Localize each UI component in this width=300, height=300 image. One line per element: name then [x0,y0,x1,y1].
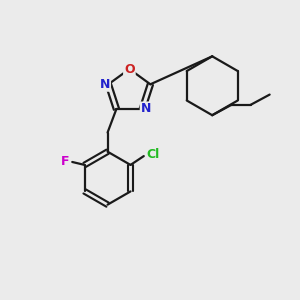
Text: N: N [141,103,151,116]
Text: F: F [61,155,69,169]
Text: O: O [124,62,135,76]
Text: Cl: Cl [146,148,159,161]
Text: N: N [100,78,110,91]
